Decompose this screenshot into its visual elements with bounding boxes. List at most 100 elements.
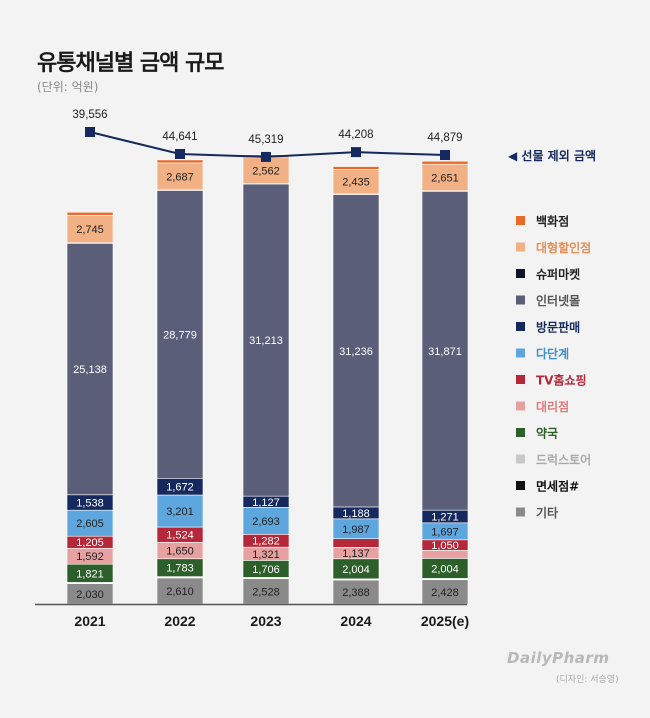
value-label-대리점-2023: 1,321 <box>252 549 280 561</box>
line-point-2022 <box>175 149 185 159</box>
x-tick-label-2022: 2022 <box>164 613 195 629</box>
bar-백화점-2021 <box>66 211 114 216</box>
value-label-방문판매-2022: 1,672 <box>166 482 194 494</box>
line-legend-label: ◀ 선물 제외 금액 <box>508 148 596 163</box>
bar-인터넷몰-2025-e <box>421 191 469 511</box>
bar-다단계-2021 <box>66 509 114 537</box>
x-tick-label-2025-e: 2025(e) <box>421 613 469 629</box>
legend-label-백화점: 백화점 <box>536 214 569 229</box>
bar-인터넷몰-2023 <box>242 183 290 497</box>
bar-대형할인점-2022 <box>156 162 204 191</box>
legend-label-방문판매: 방문판매 <box>536 320 580 335</box>
value-label-약국-2024: 2,004 <box>342 564 370 576</box>
value-label-TV홈쇼핑-2023: 1,282 <box>252 536 280 548</box>
legend-label-TV홈쇼핑: TV홈쇼핑 <box>536 373 587 388</box>
legend-swatch-방문판매 <box>516 322 525 331</box>
legend-swatch-기타 <box>516 507 525 517</box>
value-label-대리점-2021: 1,592 <box>76 551 104 563</box>
value-label-방문판매-2021: 1,538 <box>76 497 104 509</box>
value-label-TV홈쇼핑-2022: 1,524 <box>166 530 194 542</box>
bar-대형할인점-2024 <box>332 169 380 195</box>
legend-label-인터넷몰: 인터넷몰 <box>536 293 580 308</box>
value-label-다단계-2025-e: 1,697 <box>431 526 459 538</box>
value-label-방문판매-2025-e: 1,271 <box>431 511 459 523</box>
value-label-약국-2022: 1,783 <box>166 563 194 575</box>
legend-swatch-면세점 <box>516 481 525 490</box>
line-label-2023: 45,319 <box>248 134 283 146</box>
line-point-2023 <box>261 151 271 162</box>
value-label-대형할인점-2023: 2,562 <box>252 165 280 177</box>
value-label-다단계-2021: 2,605 <box>76 518 104 530</box>
value-label-대리점-2022: 1,650 <box>166 546 194 558</box>
value-label-방문판매-2023: 1,127 <box>252 497 280 509</box>
legend-label-대리점: 대리점 <box>536 399 569 414</box>
value-label-대형할인점-2025-e: 2,651 <box>431 172 459 184</box>
unit-label: (단위: 억원) <box>37 80 99 94</box>
value-label-인터넷몰-2025-e: 31,871 <box>428 346 462 358</box>
bar-대형할인점-2021 <box>66 214 114 244</box>
design-credit: (디자인: 서승영) <box>556 675 619 685</box>
value-label-다단계-2024: 1,987 <box>342 524 370 536</box>
line-label-2021: 39,556 <box>72 109 107 121</box>
bar-백화점-2025-e <box>421 160 469 165</box>
legend-swatch-대형할인점 <box>516 242 525 252</box>
value-label-방문판매-2024: 1,188 <box>342 508 370 520</box>
line-label-2025-e: 44,879 <box>427 132 462 144</box>
bar-인터넷몰-2022 <box>156 190 204 479</box>
line-point-2024 <box>351 147 361 158</box>
legend-label-슈퍼마켓: 슈퍼마켓 <box>536 267 580 282</box>
legend-label-면세점: 면세점# <box>536 479 579 494</box>
value-label-약국-2021: 1,821 <box>76 568 104 580</box>
bar-TV홈쇼핑-2024 <box>332 538 380 548</box>
value-label-인터넷몰-2022: 28,779 <box>163 329 197 341</box>
x-tick-label-2024: 2024 <box>340 613 371 629</box>
value-label-대형할인점-2024: 2,435 <box>342 177 370 189</box>
value-label-인터넷몰-2023: 31,213 <box>249 335 283 347</box>
bar-백화점-2024 <box>332 166 380 170</box>
value-label-TV홈쇼핑-2021: 1,205 <box>76 537 104 549</box>
legend-label-대형할인점: 대형할인점 <box>536 240 591 255</box>
legend-swatch-약국 <box>516 428 525 437</box>
bar-다단계-2023 <box>242 507 290 535</box>
value-label-약국-2023: 1,706 <box>252 564 280 576</box>
legend-label-드럭스토어: 드럭스토어 <box>536 452 591 467</box>
line-point-2025-e <box>440 150 450 161</box>
value-label-인터넷몰-2021: 25,138 <box>73 364 107 376</box>
value-label-대형할인점-2021: 2,745 <box>76 224 104 236</box>
bar-기타-2022 <box>156 577 204 605</box>
bar-인터넷몰-2021 <box>66 243 114 496</box>
bar-기타-2025-e <box>421 579 469 605</box>
line-point-2021 <box>85 127 95 137</box>
legend-swatch-슈퍼마켓 <box>516 269 525 278</box>
brand-logo: DailyPharm <box>507 649 610 667</box>
x-tick-label-2021: 2021 <box>74 613 105 629</box>
bar-대형할인점-2025-e <box>421 163 469 192</box>
value-label-대형할인점-2022: 2,687 <box>166 171 194 183</box>
value-label-다단계-2022: 3,201 <box>166 506 194 518</box>
legend-swatch-드럭스토어 <box>516 454 525 464</box>
value-label-기타-2021: 2,030 <box>76 589 104 601</box>
bar-다단계-2022 <box>156 494 204 528</box>
legend-swatch-다단계 <box>516 348 525 358</box>
value-label-TV홈쇼핑-2025-e: 1,050 <box>431 540 459 552</box>
legend-swatch-백화점 <box>516 216 525 225</box>
value-label-대리점-2024: 1,137 <box>342 548 370 560</box>
bar-기타-2023 <box>242 578 290 605</box>
value-label-기타-2023: 2,528 <box>252 586 280 598</box>
legend-swatch-대리점 <box>516 401 525 411</box>
line-label-2024: 44,208 <box>338 129 373 141</box>
legend-label-약국: 약국 <box>536 426 558 441</box>
value-label-기타-2025-e: 2,428 <box>431 587 459 599</box>
chart-title: 유통채널별 금액 규모 <box>37 51 224 76</box>
legend-swatch-인터넷몰 <box>516 295 525 305</box>
line-label-2022: 44,641 <box>162 131 197 143</box>
bar-백화점-2022 <box>156 159 204 164</box>
x-tick-label-2023: 2023 <box>250 613 281 629</box>
bar-인터넷몰-2024 <box>332 194 380 508</box>
legend-label-기타: 기타 <box>536 505 558 520</box>
value-label-기타-2024: 2,388 <box>342 587 370 599</box>
legend-swatch-TV홈쇼핑 <box>516 375 525 384</box>
value-label-약국-2025-e: 2,004 <box>431 563 459 575</box>
legend-label-다단계: 다단계 <box>536 346 569 361</box>
